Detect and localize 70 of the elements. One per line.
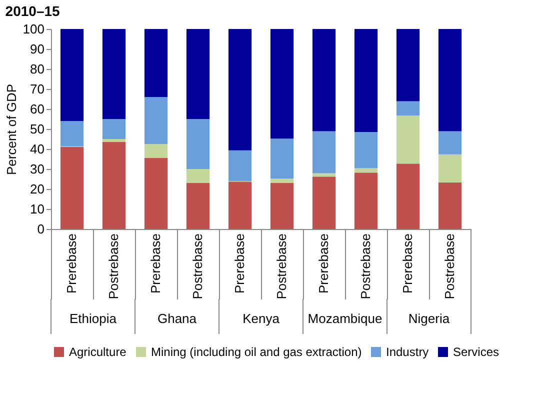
bar [438,29,462,132]
bar [270,138,294,179]
bar [186,169,210,183]
x-tick-label: Postrebase [442,234,457,300]
y-tick-label: 20 [30,182,44,196]
bar [60,121,84,146]
y-axis-title: Percent of GDP [4,84,19,176]
bar [396,116,420,164]
y-tick-label: 60 [30,102,44,116]
y-tick-label: 40 [30,142,44,156]
x-tick-label: Prerebase [148,234,163,294]
text: Nigeria [408,311,450,326]
y-tick-label: 70 [30,82,44,96]
text: Kenya [242,311,280,326]
x-tick-label: Postrebase [274,234,289,300]
bar [354,172,378,229]
legend-label: Industry [386,345,429,359]
y-tick-label: 90 [30,42,44,56]
chart-title: 2010–15 [5,3,60,19]
bar [438,154,462,182]
bar [102,119,126,139]
bar [144,29,168,97]
legend-label: Services [453,345,500,359]
bar [396,101,420,116]
text: Ethiopia [70,311,118,326]
bar [186,29,210,119]
bar [144,158,168,229]
text: Mozambique [308,311,382,326]
bar [228,150,252,181]
x-tick-label: Prerebase [400,234,415,294]
bar [312,176,336,229]
bar [102,139,126,142]
bar [354,29,378,132]
legend-label: Mining (including oil and gas extraction) [151,345,362,359]
bar [228,182,252,229]
text: Ghana [157,311,198,326]
y-tick-label: 50 [30,122,44,136]
bar [312,131,336,174]
y-tick-label: 80 [30,62,44,76]
bar [102,29,126,119]
bar [354,132,378,168]
x-tick-label: Prerebase [316,234,331,294]
x-tick-label: Postrebase [190,234,205,300]
bar [438,182,462,229]
bar [270,183,294,229]
bar [354,168,378,173]
y-tick-label: 10 [30,202,44,216]
y-tick-label: 0 [37,222,44,236]
bar [312,173,336,177]
legend-label: Agriculture [69,345,127,359]
y-tick-label: 30 [30,162,44,176]
bar [396,29,420,102]
bar [312,29,336,132]
y-tick-label: 100 [22,22,44,36]
bar [186,183,210,229]
bar [102,142,126,229]
bar [186,119,210,169]
bar [60,147,84,229]
bar [60,29,84,121]
bar [438,131,462,154]
x-tick-label: Prerebase [64,234,79,294]
bar [144,144,168,158]
bar [396,164,420,229]
bar [270,178,294,183]
x-tick-label: Postrebase [358,234,373,300]
x-tick-label: Postrebase [106,234,121,300]
bar [228,29,252,150]
bar [270,29,294,139]
bar [144,97,168,144]
x-tick-label: Prerebase [232,234,247,294]
